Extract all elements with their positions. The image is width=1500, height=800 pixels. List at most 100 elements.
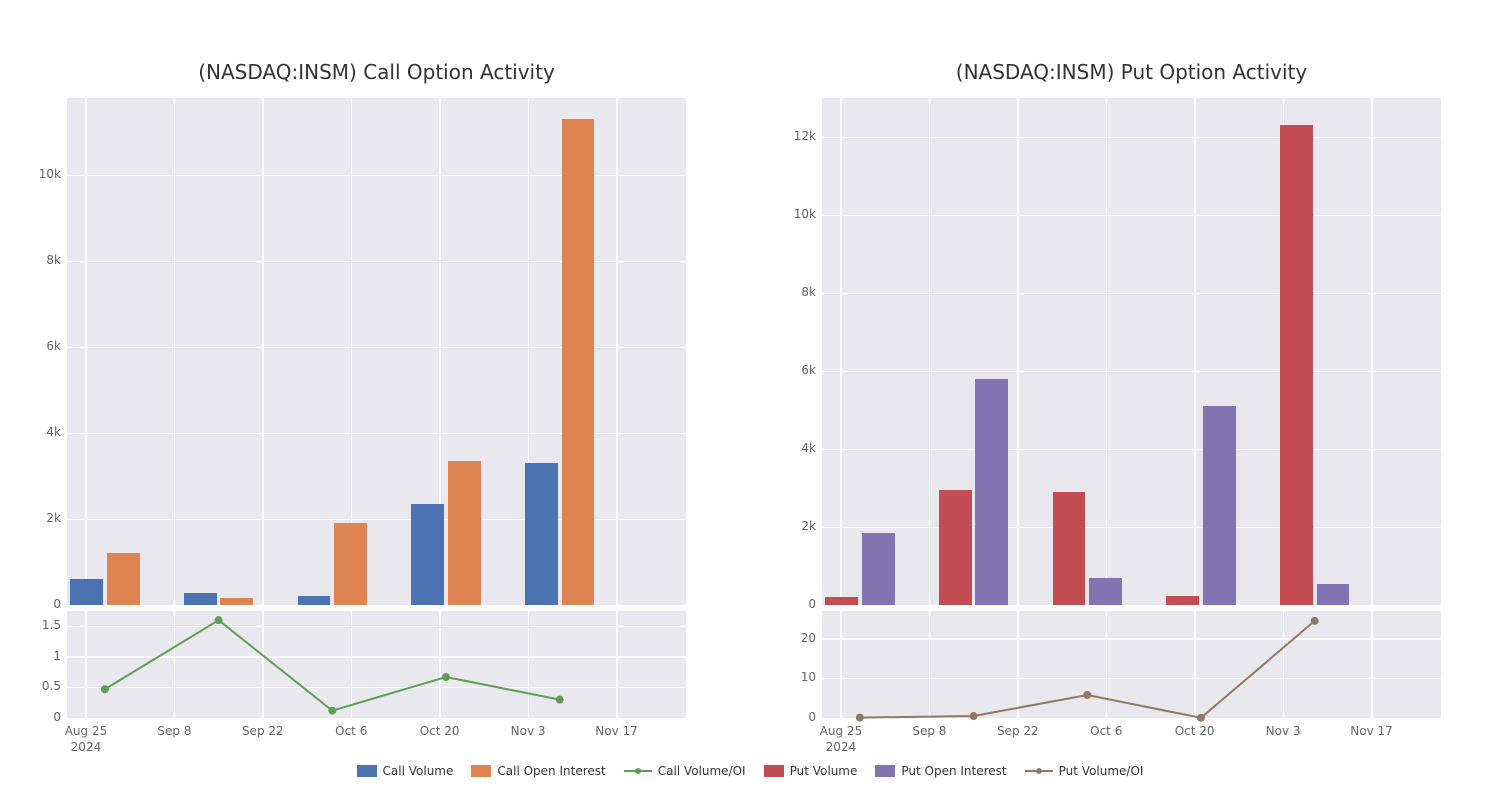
x-tick-label: Oct 20 <box>410 724 470 738</box>
x-tick-label: Aug 25 <box>811 724 871 738</box>
bar <box>825 597 858 605</box>
legend: Call Volume Call Open Interest Call Volume… <box>0 764 1500 778</box>
y-tick-label: 0 <box>808 710 816 724</box>
legend-item: Put Volume <box>764 764 858 778</box>
y-tick-label: 6k <box>46 339 61 353</box>
gridline <box>1017 98 1019 605</box>
y-tick-label: 1 <box>53 649 61 663</box>
legend-marker-icon <box>1036 768 1042 774</box>
x-tick-label: Sep 8 <box>144 724 204 738</box>
gridline <box>929 98 931 605</box>
legend-label: Call Volume/OI <box>658 764 746 778</box>
gridline <box>1106 98 1108 605</box>
x-tick-label: Nov 3 <box>498 724 558 738</box>
gridline <box>840 98 842 605</box>
x-tick-label: Oct 20 <box>1165 724 1225 738</box>
left-line-panel: 00.511.5Aug 252024Sep 8Sep 22Oct 6Oct 20… <box>67 611 686 718</box>
y-tick-label: 8k <box>46 253 61 267</box>
y-tick-label: 8k <box>801 285 816 299</box>
bar <box>939 490 972 605</box>
bar <box>562 119 595 605</box>
bar <box>975 379 1008 605</box>
legend-label: Put Volume/OI <box>1059 764 1144 778</box>
line-series <box>67 611 686 718</box>
x-tick-label: Aug 25 <box>56 724 116 738</box>
y-tick-label: 1.5 <box>42 618 61 632</box>
bar <box>1089 578 1122 605</box>
legend-swatch-icon <box>471 765 491 777</box>
x-tick-label: Nov 17 <box>1342 724 1402 738</box>
right-line-panel: 01020Aug 252024Sep 8Sep 22Oct 6Oct 20Nov… <box>822 611 1441 718</box>
bar <box>298 596 331 605</box>
x-tick-label: Sep 22 <box>988 724 1048 738</box>
bar <box>448 461 481 605</box>
bar <box>1280 125 1313 605</box>
gridline <box>822 293 1441 295</box>
legend-line-icon <box>1025 770 1053 772</box>
bar <box>334 523 367 605</box>
y-tick-label: 4k <box>801 441 816 455</box>
legend-label: Put Volume <box>790 764 858 778</box>
x-tick-label: Sep 8 <box>899 724 959 738</box>
y-tick-label: 2k <box>46 511 61 525</box>
legend-swatch-icon <box>875 765 895 777</box>
left-title: (NASDAQ:INSM) Call Option Activity <box>67 60 686 84</box>
bar <box>1166 596 1199 605</box>
y-tick-label: 0 <box>808 597 816 611</box>
gridline <box>822 371 1441 373</box>
legend-swatch-icon <box>357 765 377 777</box>
gridline <box>174 98 176 605</box>
left-bar-panel: 02k4k6k8k10k <box>67 98 686 605</box>
gridline <box>1194 98 1196 605</box>
y-tick-label: 0.5 <box>42 679 61 693</box>
y-tick-label: 10k <box>794 207 816 221</box>
y-tick-label: 10k <box>39 167 61 181</box>
bar <box>107 553 140 605</box>
bar <box>1203 406 1236 605</box>
y-tick-label: 2k <box>801 519 816 533</box>
legend-item: Call Volume/OI <box>624 764 746 778</box>
legend-item: Call Open Interest <box>471 764 605 778</box>
legend-item: Call Volume <box>357 764 454 778</box>
y-tick-label: 12k <box>794 129 816 143</box>
bar <box>411 504 444 605</box>
x-tick-label: Oct 6 <box>1076 724 1136 738</box>
legend-label: Put Open Interest <box>901 764 1006 778</box>
legend-line-icon <box>624 770 652 772</box>
gridline <box>822 527 1441 529</box>
y-tick-label: 6k <box>801 363 816 377</box>
y-tick-label: 10 <box>801 670 816 684</box>
x-tick-label: Sep 22 <box>233 724 293 738</box>
legend-label: Call Open Interest <box>497 764 605 778</box>
y-tick-label: 0 <box>53 710 61 724</box>
x-tick-label: Nov 17 <box>587 724 647 738</box>
legend-marker-icon <box>635 768 641 774</box>
legend-item: Put Open Interest <box>875 764 1006 778</box>
figure: (NASDAQ:INSM) Call Option Activity (NASD… <box>0 0 1500 800</box>
x-year-label: 2024 <box>811 740 871 754</box>
bar <box>184 593 217 605</box>
right-bar-panel: 02k4k6k8k10k12k <box>822 98 1441 605</box>
bar <box>525 463 558 605</box>
gridline <box>616 98 618 605</box>
legend-label: Call Volume <box>383 764 454 778</box>
bar <box>862 533 895 605</box>
bar <box>1317 584 1350 605</box>
line-series <box>822 611 1441 718</box>
right-title: (NASDAQ:INSM) Put Option Activity <box>822 60 1441 84</box>
gridline <box>822 449 1441 451</box>
gridline <box>262 98 264 605</box>
x-tick-label: Oct 6 <box>321 724 381 738</box>
gridline <box>822 215 1441 217</box>
x-tick-label: Nov 3 <box>1253 724 1313 738</box>
gridline <box>85 98 87 605</box>
bar <box>70 579 103 605</box>
legend-swatch-icon <box>764 765 784 777</box>
y-tick-label: 0 <box>53 597 61 611</box>
x-year-label: 2024 <box>56 740 116 754</box>
legend-item: Put Volume/OI <box>1025 764 1144 778</box>
y-tick-label: 20 <box>801 631 816 645</box>
bar <box>1053 492 1086 605</box>
gridline <box>1371 98 1373 605</box>
bar <box>220 598 253 605</box>
